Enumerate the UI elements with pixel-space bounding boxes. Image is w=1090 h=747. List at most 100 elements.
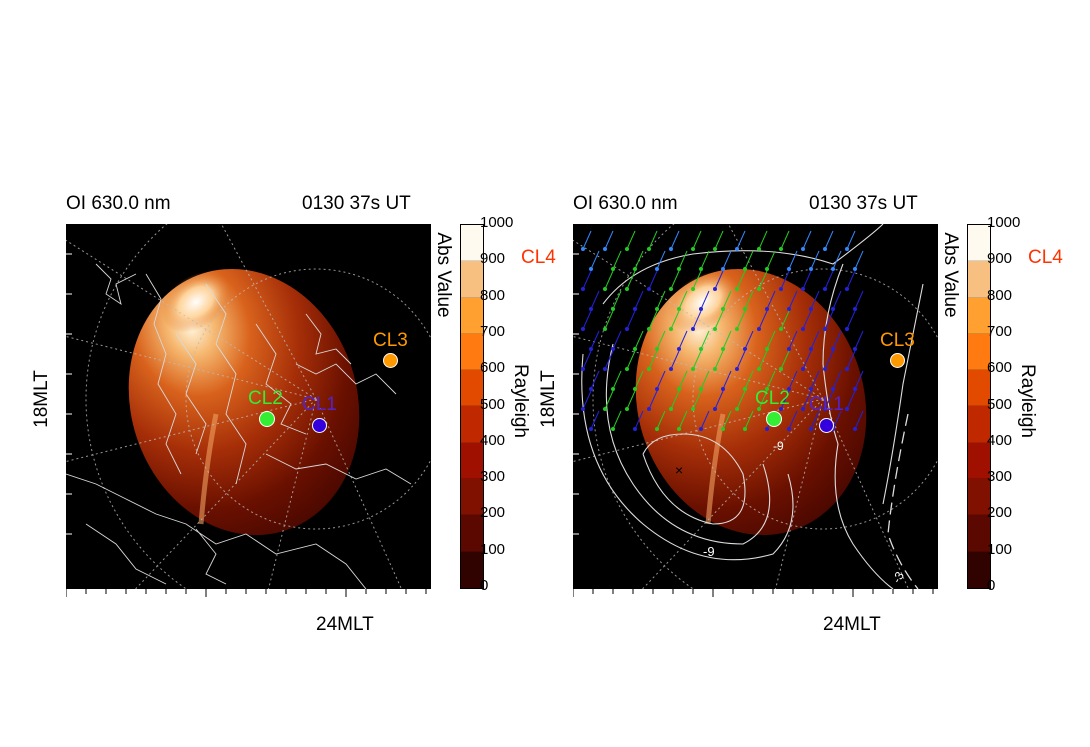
flow-vector-origin bbox=[655, 307, 659, 311]
flow-vector bbox=[788, 290, 798, 310]
flow-vector bbox=[802, 310, 812, 330]
flow-vector bbox=[758, 390, 768, 410]
flow-vector-origin bbox=[611, 307, 615, 311]
flow-vector bbox=[700, 370, 710, 390]
flow-vector bbox=[678, 290, 688, 310]
flow-vector bbox=[626, 350, 636, 370]
flow-vector bbox=[604, 310, 614, 330]
flow-vector-origin bbox=[669, 327, 673, 331]
colorbar-segment bbox=[461, 261, 483, 298]
flow-vector bbox=[692, 310, 702, 330]
colorbar-segment bbox=[461, 333, 483, 371]
flow-vector-origin bbox=[853, 347, 857, 351]
flow-vector bbox=[612, 250, 622, 270]
flow-vector bbox=[678, 370, 688, 390]
colorbar-segment bbox=[461, 370, 483, 407]
colorbar-tick-label: 400 bbox=[987, 431, 1013, 449]
flow-vector-origin bbox=[677, 387, 681, 391]
colorbar-tick-label: 800 bbox=[987, 286, 1013, 304]
flow-vector-origin bbox=[809, 267, 813, 271]
flow-vector bbox=[582, 350, 592, 370]
flow-vector bbox=[700, 330, 710, 350]
flow-vector bbox=[582, 390, 592, 410]
marker-cl2 bbox=[259, 411, 275, 427]
flow-vector bbox=[626, 390, 636, 410]
panel-title-left: OI 630.0 nm bbox=[573, 193, 678, 214]
flow-vector bbox=[626, 310, 636, 330]
flow-vector-origin bbox=[669, 367, 673, 371]
flow-vector bbox=[832, 410, 842, 430]
flow-vector bbox=[766, 330, 776, 350]
panel-title-right: 0130 37s UT bbox=[302, 193, 411, 214]
colorbar-tick-label: 200 bbox=[987, 504, 1013, 522]
flow-vector bbox=[692, 270, 702, 290]
flow-vector-origin bbox=[845, 407, 849, 411]
flow-vector-origin bbox=[713, 327, 717, 331]
flow-vector-origin bbox=[603, 327, 607, 331]
flow-vector-origin bbox=[845, 287, 849, 291]
flow-vector-origin bbox=[713, 287, 717, 291]
flow-vector bbox=[788, 250, 798, 270]
colorbar-segment bbox=[968, 479, 990, 516]
flow-vector bbox=[634, 290, 644, 310]
colorbar-segment bbox=[461, 515, 483, 552]
flow-vector bbox=[612, 370, 622, 390]
colorbar-title: Abs Value bbox=[940, 232, 961, 318]
flow-vector bbox=[766, 290, 776, 310]
flow-vector-origin bbox=[831, 347, 835, 351]
colorbar-segment bbox=[968, 551, 990, 588]
flow-vector bbox=[758, 350, 768, 370]
flow-vector bbox=[736, 350, 746, 370]
flow-vector-origin bbox=[589, 387, 593, 391]
flow-vector-origin bbox=[699, 347, 703, 351]
flow-vector bbox=[722, 250, 732, 270]
flow-vector bbox=[832, 250, 842, 270]
flow-vector bbox=[692, 390, 702, 410]
flow-vector bbox=[678, 410, 688, 430]
flow-vector-origin bbox=[765, 267, 769, 271]
flow-vector-origin bbox=[589, 427, 593, 431]
flow-vector bbox=[714, 350, 724, 370]
flow-vector-origin bbox=[625, 247, 629, 251]
flow-vector bbox=[846, 390, 856, 410]
flow-vector bbox=[670, 270, 680, 290]
marker-cl1 bbox=[819, 418, 834, 433]
flow-vector-origin bbox=[853, 387, 857, 391]
y-axis-label: 18MLT bbox=[538, 370, 559, 428]
marker-cl1-label: CL1 bbox=[302, 394, 337, 415]
flow-vector-origin bbox=[691, 287, 695, 291]
colorbar-tick-label: 100 bbox=[480, 540, 506, 558]
flow-vector bbox=[626, 230, 636, 250]
flow-vector-origin bbox=[611, 267, 615, 271]
flow-vector-origin bbox=[743, 427, 747, 431]
flow-vector-origin bbox=[853, 267, 857, 271]
flow-vector bbox=[714, 390, 724, 410]
flow-vector bbox=[824, 350, 834, 370]
flow-vector bbox=[634, 410, 644, 430]
flow-vector bbox=[810, 410, 820, 430]
flow-vector bbox=[582, 230, 592, 250]
colorbar-segment bbox=[461, 406, 483, 443]
colorbar-tick-label: 800 bbox=[480, 286, 506, 304]
flow-vector bbox=[810, 370, 820, 390]
flow-vector bbox=[802, 270, 812, 290]
flow-vector-origin bbox=[589, 267, 593, 271]
y-axis-label: 18MLT bbox=[31, 370, 52, 428]
flow-vector-origin bbox=[633, 267, 637, 271]
flow-vector-origin bbox=[853, 307, 857, 311]
flow-vector-origin bbox=[765, 387, 769, 391]
flow-vector bbox=[744, 250, 754, 270]
flow-vector bbox=[648, 270, 658, 290]
flow-vector bbox=[824, 270, 834, 290]
flow-vector bbox=[758, 230, 768, 250]
flow-vector-origin bbox=[823, 327, 827, 331]
flow-vector bbox=[656, 290, 666, 310]
flow-vector-origin bbox=[721, 267, 725, 271]
flow-vector bbox=[582, 310, 592, 330]
flow-vector-origin bbox=[677, 267, 681, 271]
flow-vector-origin bbox=[743, 267, 747, 271]
flow-vector bbox=[590, 370, 600, 390]
flow-vector bbox=[722, 410, 732, 430]
flow-vector bbox=[634, 250, 644, 270]
flow-vector-origin bbox=[581, 247, 585, 251]
